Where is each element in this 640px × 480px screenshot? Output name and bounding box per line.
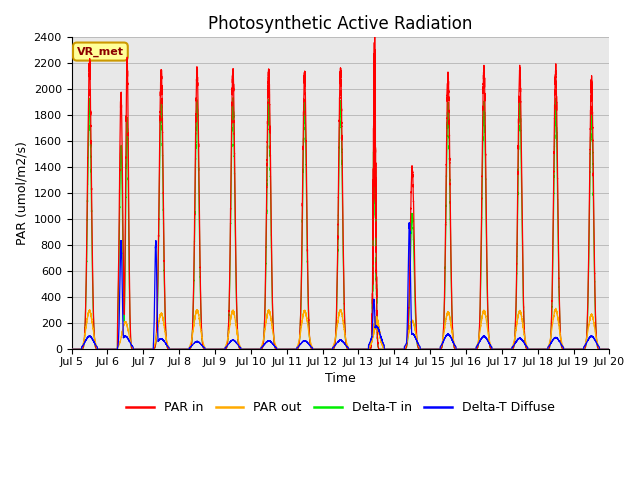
Title: Photosynthetic Active Radiation: Photosynthetic Active Radiation [208, 15, 473, 33]
Text: VR_met: VR_met [77, 47, 124, 57]
Y-axis label: PAR (umol/m2/s): PAR (umol/m2/s) [15, 142, 28, 245]
X-axis label: Time: Time [325, 372, 356, 385]
Legend: PAR in, PAR out, Delta-T in, Delta-T Diffuse: PAR in, PAR out, Delta-T in, Delta-T Dif… [122, 396, 559, 419]
